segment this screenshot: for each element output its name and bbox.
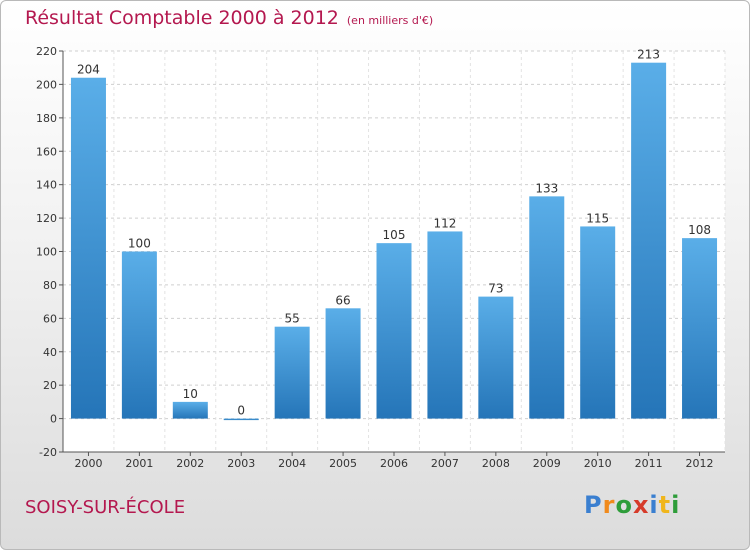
logo-letter: i [671,491,681,519]
logo-letter: o [615,491,633,519]
x-tick-label: 2011 [635,457,663,470]
bar-2004 [274,326,310,419]
bar-2003 [223,418,259,421]
unit-label: (en milliers d'€) [346,14,434,27]
x-tick-label: 2006 [380,457,408,470]
data-label: 10 [183,387,198,401]
data-label: 105 [383,228,406,242]
y-tick-label: 100 [36,246,57,259]
logo-letter: t [658,491,672,519]
y-tick-label: 20 [43,379,57,392]
data-label: 204 [77,63,100,77]
x-tick-label: 2001 [125,457,153,470]
data-label: 133 [535,181,558,195]
y-tick-label: 180 [36,112,57,125]
bar-2011 [631,62,667,419]
logo-letter: r [602,491,616,519]
y-tick-label: 0 [50,413,57,426]
bar-2006 [376,243,412,419]
data-label: 0 [237,404,245,418]
proxiti-logo: Proxiti [584,491,680,519]
y-tick-label: 220 [36,45,57,58]
bar-2007 [427,231,463,419]
x-tick-label: 2012 [686,457,714,470]
data-label: 115 [586,211,609,225]
data-label: 100 [128,237,151,251]
data-label: 213 [637,48,660,62]
x-tick-label: 2008 [482,457,510,470]
x-tick-label: 2010 [584,457,612,470]
x-tick-label: 2003 [227,457,255,470]
x-tick-label: 2007 [431,457,459,470]
bar-2008 [478,296,514,419]
bar-2005 [325,308,361,419]
bar-2010 [580,226,616,419]
y-tick-label: 140 [36,179,57,192]
x-tick-label: 2000 [74,457,102,470]
bar-2001 [121,251,157,419]
bar-2002 [172,401,208,419]
place-name: SOISY-SUR-ÉCOLE [25,497,186,518]
x-tick-label: 2009 [533,457,561,470]
logo-letter: x [632,491,650,519]
bar-2012 [682,238,718,419]
y-tick-label: 80 [43,279,57,292]
title-text: Résultat Comptable 2000 à 2012 [25,7,339,29]
logo-letter: P [584,491,603,519]
bar-2000 [70,77,106,419]
logo-letter: i [649,491,659,519]
y-tick-label: 200 [36,78,57,91]
bar-2009 [529,196,565,419]
chart-title: Résultat Comptable 2000 à 2012 (en millie… [25,7,433,29]
y-tick-label: -20 [39,446,57,459]
y-tick-label: 40 [43,346,57,359]
x-tick-label: 2004 [278,457,306,470]
y-tick-label: 160 [36,145,57,158]
data-label: 112 [433,216,456,230]
data-label: 108 [688,223,711,237]
data-label: 55 [285,312,300,326]
y-tick-label: 120 [36,212,57,225]
x-tick-label: 2002 [176,457,204,470]
y-tick-label: 60 [43,312,57,325]
data-label: 73 [488,282,503,296]
x-tick-label: 2005 [329,457,357,470]
data-label: 66 [335,293,350,307]
